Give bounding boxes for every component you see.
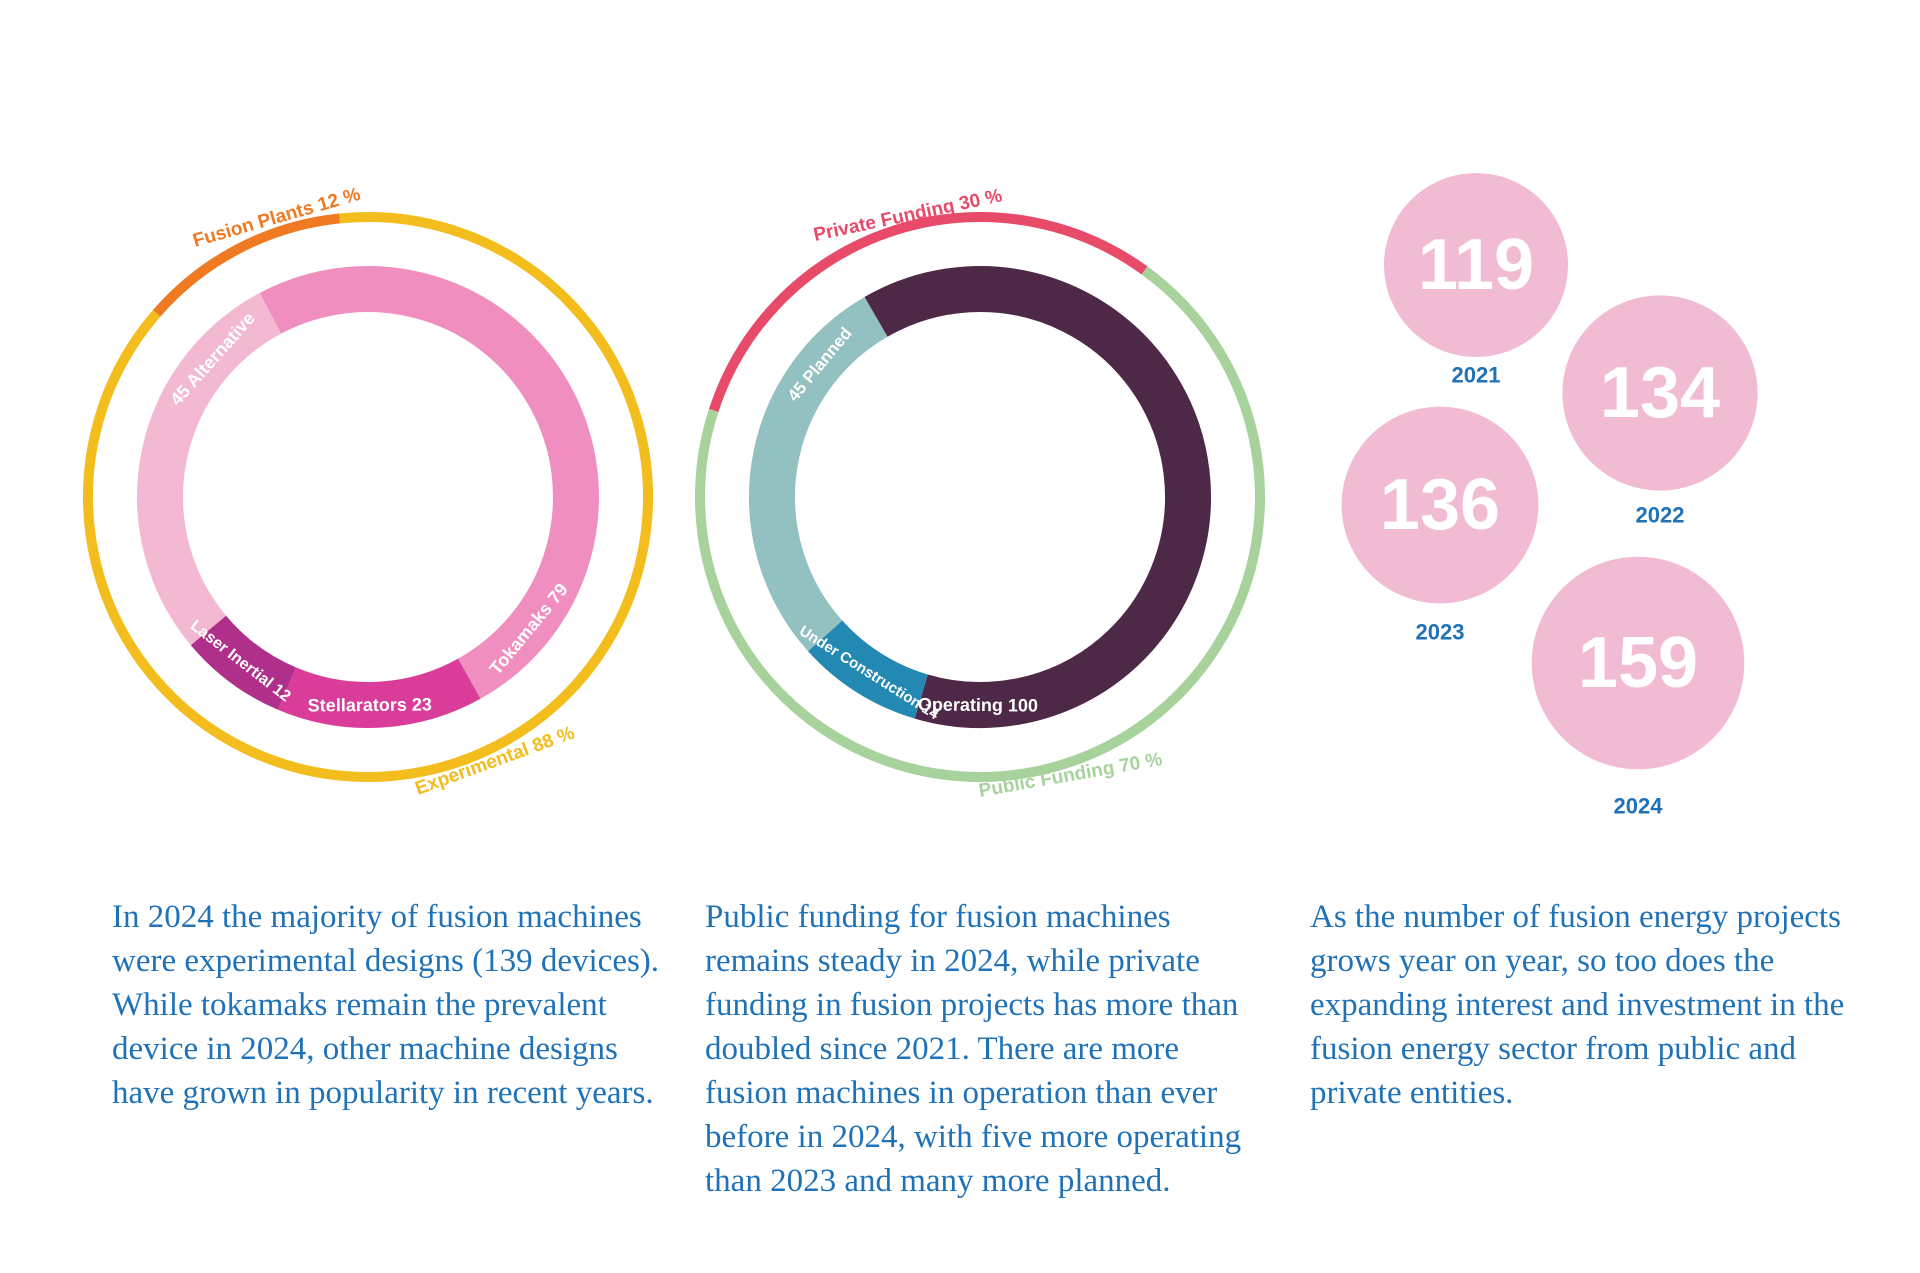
inner-segment-tokamaks — [259, 266, 599, 699]
inner-label-stellarators: Stellarators 23 — [308, 694, 432, 715]
outer-segment-fusion-plants — [152, 213, 341, 317]
bubble-value-2024: 159 — [1578, 623, 1698, 703]
outer-segment-public-funding — [695, 266, 1265, 782]
bubble-2023 — [1341, 406, 1539, 604]
outer-label-experimental: Experimental 88 % — [413, 722, 578, 799]
machine-status-donut: Private Funding 30 %Public Funding 70 %O… — [695, 185, 1265, 802]
bubble-value-2021: 119 — [1418, 225, 1534, 305]
bubble-year-2024: 2024 — [1614, 794, 1664, 819]
inner-segment-stellarators — [277, 658, 481, 728]
caption-machine-types: In 2024 the majority of fusion machines … — [112, 899, 660, 1111]
infographic-charts: Fusion Plants 12 %Experimental 88 %Tokam… — [83, 173, 1758, 819]
inner-segment-operating — [864, 266, 1211, 728]
bubble-value-2022: 134 — [1600, 353, 1720, 433]
bubble-year-2023: 2023 — [1416, 620, 1465, 645]
bubble-2024 — [1531, 556, 1745, 770]
machine-types-donut: Fusion Plants 12 %Experimental 88 %Tokam… — [83, 184, 653, 800]
outer-segment-experimental — [83, 211, 653, 782]
bubble-2022 — [1562, 295, 1758, 491]
inner-segment-under-construction — [808, 620, 929, 719]
bubble-year-2022: 2022 — [1636, 503, 1685, 528]
yearly-totals-bubbles: 119 2021 134 2022 136 2023 159 2024 — [1341, 173, 1758, 819]
inner-label-operating: Operating 100 — [918, 694, 1038, 715]
outer-segment-private-funding — [708, 212, 1148, 413]
inner-segment-planned — [749, 296, 888, 652]
inner-segment-alternative — [137, 293, 282, 646]
inner-segment-laser-inertial — [190, 615, 297, 710]
bubble-value-2023: 136 — [1380, 465, 1500, 545]
bubble-year-2021: 2021 — [1452, 363, 1501, 388]
caption-yearly-growth: As the number of fusion energy projects … — [1310, 899, 1845, 1111]
bubble-2021 — [1384, 173, 1568, 357]
caption-funding-status: Public funding for fusion machines remai… — [705, 899, 1242, 1199]
